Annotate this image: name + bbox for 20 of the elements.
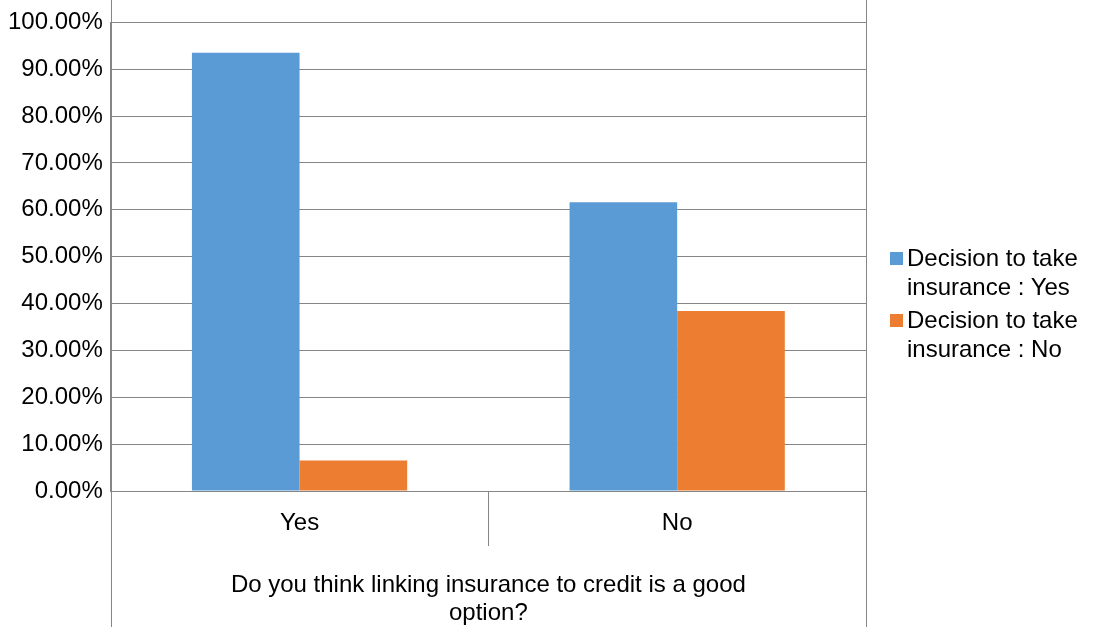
y-tick-label: 40.00% xyxy=(21,288,103,316)
y-tick-label: 60.00% xyxy=(21,194,103,222)
y-tick-label: 30.00% xyxy=(21,335,103,363)
y-tick-label: 20.00% xyxy=(21,381,103,409)
bar xyxy=(569,202,678,491)
bar xyxy=(677,311,785,491)
bar xyxy=(191,52,300,491)
bar xyxy=(299,460,408,491)
y-tick-label: 80.00% xyxy=(21,100,103,128)
y-tick-label: 90.00% xyxy=(21,53,103,81)
x-tick-label: No xyxy=(661,508,693,536)
legend-label: Decision to take insurance : No xyxy=(907,305,1079,363)
y-tick-label: 0.00% xyxy=(34,475,103,503)
y-tick-label: 10.00% xyxy=(21,428,103,456)
x-tick-label: Yes xyxy=(279,508,320,536)
y-tick-label: 100.00% xyxy=(8,7,103,35)
y-tick-label: 50.00% xyxy=(21,241,103,269)
x-axis-title: Do you think linking insurance to credit is a good option? xyxy=(230,570,746,625)
y-tick-label: 70.00% xyxy=(21,147,103,175)
legend-label: Decision to take insurance : Yes xyxy=(907,243,1079,301)
